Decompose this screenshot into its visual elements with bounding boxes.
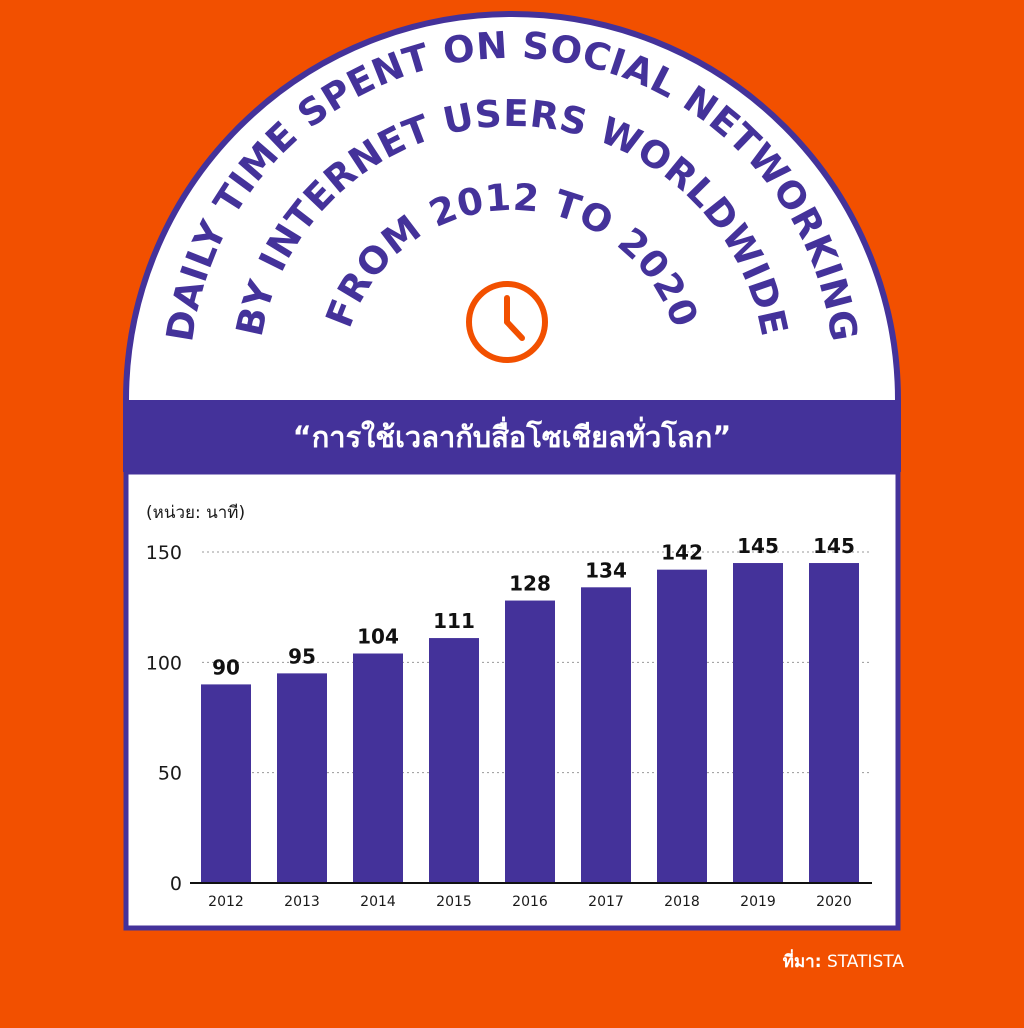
bar-2014 xyxy=(353,653,403,883)
arch-dome xyxy=(123,11,901,468)
y-tick-label: 100 xyxy=(146,652,182,674)
y-tick-label: 150 xyxy=(146,542,182,564)
x-tick-label: 2015 xyxy=(436,894,472,910)
x-tick-label: 2013 xyxy=(284,894,320,910)
source-name: STATISTA xyxy=(826,952,904,972)
bar-2018 xyxy=(657,569,707,883)
bar-2017 xyxy=(581,587,631,883)
value-label-2019: 145 xyxy=(737,534,779,558)
x-tick-label: 2020 xyxy=(816,894,852,910)
subtitle-text: “การใช้เวลากับสื่อโซเชียลทั่วโลก” xyxy=(293,416,732,454)
value-label-2018: 142 xyxy=(661,541,703,565)
value-label-2015: 111 xyxy=(433,609,475,633)
x-axis-ticks: 2012 2013 2014 2015 2016 2017 2018 2019 2020 xyxy=(208,894,852,910)
source-credit: ที่มา: STATISTA xyxy=(783,948,904,975)
x-tick-label: 2018 xyxy=(664,894,700,910)
bar-2015 xyxy=(429,638,479,883)
value-label-2013: 95 xyxy=(288,644,316,668)
x-tick-label: 2017 xyxy=(588,894,624,910)
value-label-2020: 145 xyxy=(813,534,855,558)
x-tick-label: 2016 xyxy=(512,894,548,910)
bar-2019 xyxy=(733,563,783,883)
bars xyxy=(201,563,859,883)
y-tick-label: 50 xyxy=(158,763,182,785)
subtitle-banner xyxy=(123,400,901,472)
y-axis-ticks: 0 50 100 150 xyxy=(146,542,182,895)
x-tick-label: 2012 xyxy=(208,894,244,910)
value-label-2016: 128 xyxy=(509,572,551,596)
value-labels: 90 95 104 111 128 134 142 145 145 xyxy=(212,534,855,679)
source-prefix: ที่มา: xyxy=(782,952,822,972)
x-tick-label: 2019 xyxy=(740,894,776,910)
value-label-2012: 90 xyxy=(212,655,240,679)
value-label-2017: 134 xyxy=(585,558,627,582)
bar-2016 xyxy=(505,600,555,883)
clock-icon xyxy=(466,281,548,363)
bar-2012 xyxy=(201,684,251,883)
unit-label: (หน่วย: นาที) xyxy=(146,503,245,523)
bar-2013 xyxy=(277,673,327,883)
y-tick-label: 0 xyxy=(170,873,182,895)
bar-2020 xyxy=(809,563,859,883)
x-tick-label: 2014 xyxy=(360,894,396,910)
value-label-2014: 104 xyxy=(357,625,399,649)
